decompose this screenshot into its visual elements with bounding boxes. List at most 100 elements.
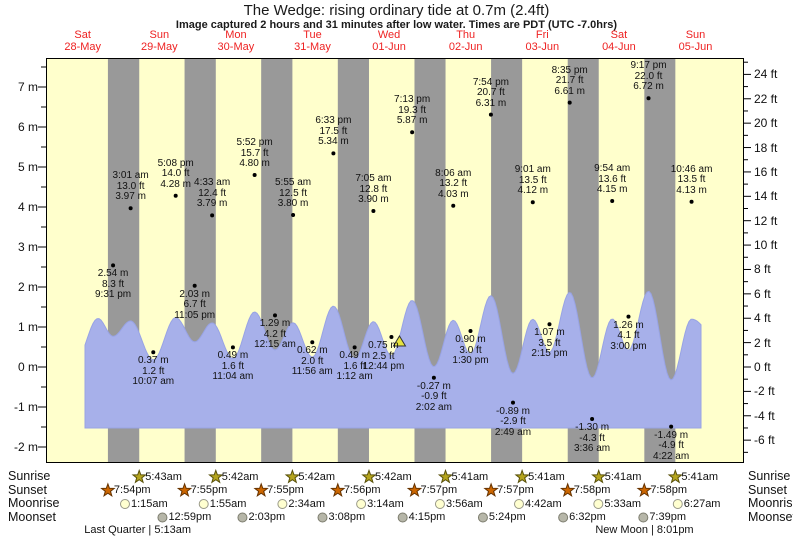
- y-axis-right-label: 14 ft: [754, 189, 778, 204]
- tide-label-line: 6.72 m: [633, 81, 664, 93]
- day-label: Fri 03-Jun: [504, 29, 580, 53]
- tide-extreme-label-high: 9:01 am 13.5 ft 4.12 m: [488, 165, 578, 197]
- y-axis-right-label: 2 ft: [754, 335, 771, 350]
- tide-label-line: 13.2 ft: [439, 178, 468, 190]
- tide-extreme-label-high: 10:46 am 13.5 ft 4.13 m: [647, 164, 737, 197]
- y-axis-left-label: 2 m: [17, 280, 38, 294]
- tide-label-line: 2.0 ft: [301, 355, 324, 367]
- tide-label-line: 22.0 ft: [634, 70, 663, 82]
- moonrise-icon: [277, 499, 288, 509]
- extreme-dot: [173, 193, 178, 198]
- sunrise-star-icon: [208, 468, 224, 484]
- tide-extreme-label-high: 6:33 pm 17.5 ft 5.34 m: [288, 116, 378, 148]
- tide-label-line: 4.12 m: [517, 185, 549, 197]
- tide-label-line: -1.49 m: [654, 429, 689, 441]
- tide-extreme-label-high: 8:06 am 13.2 ft 4.03 m: [408, 168, 498, 201]
- tide-label-line: 4.03 m: [437, 188, 469, 200]
- y-axis-right-label: -6 ft: [754, 433, 775, 448]
- moonset-row-label-left: Moonset: [8, 509, 56, 524]
- moonset-time: 4:15pm: [408, 511, 446, 523]
- extreme-dot: [272, 313, 277, 318]
- tide-label-line: 2:49 am: [494, 426, 532, 438]
- tide-label-line: 13.6 ft: [598, 173, 627, 185]
- tide-extreme-label-high: 5:55 am 12.5 ft 3.80 m: [248, 177, 338, 210]
- tide-label-line: 12.4 ft: [198, 187, 227, 199]
- moonset-time: 12:59pm: [168, 511, 212, 523]
- moon-phase-label: New Moon | 8:01pm: [595, 524, 694, 536]
- extreme-dot: [510, 400, 515, 405]
- date-label: 02-Jun: [448, 41, 483, 53]
- tide-extreme-label-low: -1.30 m -4.3 ft 3:36 am: [547, 422, 637, 455]
- sunrise-row-label-left: Sunrise: [8, 469, 51, 483]
- tide-label-line: 13.0 ft: [116, 180, 145, 192]
- y-axis-right-label: 22 ft: [754, 91, 778, 106]
- tide-label-line: 4.13 m: [676, 184, 707, 196]
- tide-label-line: 17.5 ft: [319, 125, 348, 137]
- sunset-star-icon: [483, 482, 499, 497]
- tide-label-line: 3:36 am: [574, 443, 611, 454]
- tide-label-line: 11:05 pm: [174, 309, 216, 321]
- tide-label-line: 1.2 ft: [142, 365, 165, 377]
- extreme-dot: [128, 206, 133, 211]
- tide-label-line: 12.8 ft: [359, 183, 388, 195]
- sunset-time: 7:57pm: [420, 484, 458, 496]
- moonrise-icon: [514, 499, 525, 509]
- extreme-dot: [530, 200, 535, 205]
- y-axis-right-label: 8 ft: [754, 262, 771, 277]
- y-axis-left-label: 5 m: [17, 160, 38, 174]
- tide-label-line: 1.29 m: [259, 318, 291, 330]
- day-label: Sat 28-May: [45, 29, 121, 53]
- tide-label-line: 5:55 am: [275, 177, 312, 188]
- extreme-dot: [431, 375, 436, 380]
- tide-extreme-label-low: 2.54 m 8.3 ft 9:31 pm: [68, 269, 158, 301]
- tide-label-line: 10:07 am: [132, 376, 175, 388]
- tide-label-line: 7:54 pm: [472, 76, 509, 88]
- tide-label-line: 6.31 m: [475, 97, 507, 109]
- sunrise-star-icon: [437, 468, 454, 484]
- tide-extreme-label-high: 7:13 pm 19.3 ft 5.87 m: [367, 95, 457, 127]
- tide-label-line: 3:00 pm: [610, 340, 647, 352]
- weekday-label: Sat: [74, 29, 91, 41]
- tide-label-line: 20.7 ft: [477, 87, 505, 99]
- tide-label-line: 0.49 m: [339, 350, 370, 362]
- tide-extreme-label-low: 1.07 m 3.5 ft 2:15 pm: [504, 328, 594, 360]
- extreme-dot: [291, 213, 296, 217]
- extreme-dot: [646, 96, 651, 101]
- sunset-star-icon: [636, 482, 653, 497]
- extreme-dot: [468, 329, 473, 333]
- tide-label-line: 14.0 ft: [161, 168, 190, 180]
- tide-label-line: -0.9 ft: [421, 391, 447, 403]
- sunrise-star-icon: [667, 468, 684, 484]
- tide-extreme-label-low: -0.89 m -2.9 ft 2:49 am: [468, 406, 558, 439]
- sunset-time: 7:58pm: [573, 484, 611, 496]
- tide-extreme-label-high: 7:05 am 12.8 ft 3.90 m: [328, 173, 418, 206]
- tide-label-line: 5.34 m: [318, 136, 349, 148]
- tide-label-line: 3.5 ft: [538, 337, 561, 349]
- weekday-label: Sat: [610, 29, 628, 41]
- date-label: 03-Jun: [525, 41, 560, 53]
- tide-label-line: 12:44 pm: [362, 361, 405, 372]
- sunrise-time: 5:41am: [681, 470, 719, 483]
- y-axis-right-label: 0 ft: [754, 360, 771, 374]
- sunrise-star-icon: [361, 468, 377, 484]
- sunrise-time: 5:42am: [298, 470, 336, 483]
- moonset-icon: [558, 512, 569, 523]
- day-label: Sun 05-Jun: [658, 29, 734, 53]
- tide-label-line: 12:15 am: [254, 339, 296, 351]
- extreme-dot: [210, 213, 215, 218]
- moonset-time: 7:39pm: [649, 511, 687, 523]
- chart-subtitle: Image captured 2 hours and 31 minutes af…: [175, 19, 618, 31]
- date-label: 31-May: [294, 41, 331, 53]
- moonrise-icon: [672, 499, 683, 509]
- weekday-label: Fri: [535, 29, 549, 41]
- y-axis-right-label: 16 ft: [754, 164, 778, 179]
- tide-label-line: 1:30 pm: [452, 355, 489, 366]
- y-axis-right-label: -2 ft: [754, 384, 775, 399]
- tide-extreme-label-low: 2.03 m 6.7 ft 11:05 pm: [150, 289, 240, 322]
- tide-extreme-label-low: 1.26 m 4.1 ft 3:00 pm: [583, 320, 673, 353]
- moonset-icon: [237, 512, 248, 523]
- sunrise-star-icon: [591, 468, 607, 484]
- extreme-dot: [192, 283, 197, 288]
